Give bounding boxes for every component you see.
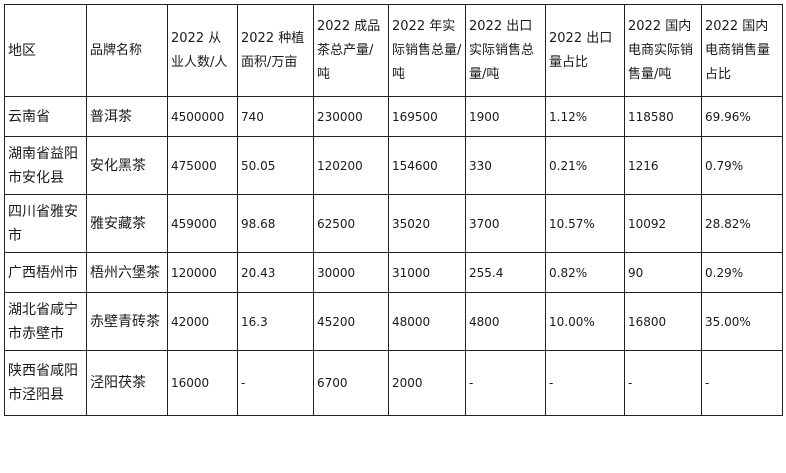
header-cell-brand: 品牌名称 (86, 4, 168, 97)
table-row: 湖南省益阳市安化县 安化黑茶 475000 50.05 120200 154600 330 0… (4, 136, 783, 195)
cell-domestic-ecommerce-sales: - (624, 350, 702, 416)
cell-region: 四川省雅安市 (4, 194, 87, 253)
cell-finished-tea-output: 120200 (313, 136, 389, 195)
header-cell-planting-area: 2022 种植面积/万亩 (237, 4, 314, 97)
cell-brand: 雅安藏茶 (86, 194, 168, 253)
tea-brand-statistics-table: 地区 品牌名称 2022 从业人数/人 2022 种植面积/万亩 2022 成品茶总产量… (4, 4, 783, 416)
table-container: 地区 品牌名称 2022 从业人数/人 2022 种植面积/万亩 2022 成品茶总产量… (4, 4, 783, 416)
cell-export-share: 10.57% (545, 194, 625, 253)
cell-domestic-ecommerce-share: 0.29% (701, 252, 783, 293)
cell-domestic-ecommerce-sales: 16800 (624, 292, 702, 351)
header-cell-export-share: 2022 出口量占比 (545, 4, 625, 97)
cell-domestic-ecommerce-sales: 10092 (624, 194, 702, 253)
cell-employees: 475000 (167, 136, 238, 195)
cell-domestic-ecommerce-sales: 90 (624, 252, 702, 293)
cell-domestic-ecommerce-sales: 1216 (624, 136, 702, 195)
header-cell-finished-tea-output: 2022 成品茶总产量/吨 (313, 4, 389, 97)
cell-export-sales: 4800 (465, 292, 546, 351)
table-body: 地区 品牌名称 2022 从业人数/人 2022 种植面积/万亩 2022 成品茶总产量… (4, 4, 783, 416)
table-row: 广西梧州市 梧州六堡茶 120000 20.43 30000 31000 255.4 0.82… (4, 252, 783, 293)
cell-export-sales: 255.4 (465, 252, 546, 293)
cell-export-share: - (545, 350, 625, 416)
cell-planting-area: 98.68 (237, 194, 314, 253)
cell-employees: 4500000 (167, 96, 238, 137)
cell-region: 湖北省咸宁市赤壁市 (4, 292, 87, 351)
table-row: 云南省 普洱茶 4500000 740 230000 169500 1900 1.12% 118… (4, 96, 783, 137)
cell-export-share: 1.12% (545, 96, 625, 137)
cell-domestic-ecommerce-share: 0.79% (701, 136, 783, 195)
cell-actual-sales: 169500 (388, 96, 466, 137)
cell-employees: 42000 (167, 292, 238, 351)
cell-brand: 安化黑茶 (86, 136, 168, 195)
cell-planting-area: 740 (237, 96, 314, 137)
cell-planting-area: 50.05 (237, 136, 314, 195)
header-cell-employees: 2022 从业人数/人 (167, 4, 238, 97)
cell-actual-sales: 35020 (388, 194, 466, 253)
cell-finished-tea-output: 45200 (313, 292, 389, 351)
cell-domestic-ecommerce-sales: 118580 (624, 96, 702, 137)
cell-export-sales: - (465, 350, 546, 416)
cell-domestic-ecommerce-share: 28.82% (701, 194, 783, 253)
cell-finished-tea-output: 30000 (313, 252, 389, 293)
cell-brand: 普洱茶 (86, 96, 168, 137)
header-cell-region: 地区 (4, 4, 87, 97)
cell-export-sales: 3700 (465, 194, 546, 253)
cell-brand: 梧州六堡茶 (86, 252, 168, 293)
cell-brand: 赤壁青砖茶 (86, 292, 168, 351)
table-row: 湖北省咸宁市赤壁市 赤壁青砖茶 42000 16.3 45200 48000 4800 10.… (4, 292, 783, 351)
cell-planting-area: - (237, 350, 314, 416)
header-cell-domestic-ecommerce-share: 2022 国内电商销售量占比 (701, 4, 783, 97)
cell-export-sales: 330 (465, 136, 546, 195)
cell-export-share: 0.21% (545, 136, 625, 195)
cell-region: 广西梧州市 (4, 252, 87, 293)
cell-domestic-ecommerce-share: - (701, 350, 783, 416)
cell-brand: 泾阳茯茶 (86, 350, 168, 416)
cell-region: 湖南省益阳市安化县 (4, 136, 87, 195)
cell-actual-sales: 31000 (388, 252, 466, 293)
cell-actual-sales: 48000 (388, 292, 466, 351)
cell-actual-sales: 2000 (388, 350, 466, 416)
cell-finished-tea-output: 62500 (313, 194, 389, 253)
cell-export-share: 0.82% (545, 252, 625, 293)
cell-planting-area: 20.43 (237, 252, 314, 293)
cell-domestic-ecommerce-share: 69.96% (701, 96, 783, 137)
table-row: 陕西省咸阳市泾阳县 泾阳茯茶 16000-6700 2000- - - - (4, 350, 783, 416)
cell-planting-area: 16.3 (237, 292, 314, 351)
cell-region: 云南省 (4, 96, 87, 137)
cell-finished-tea-output: 230000 (313, 96, 389, 137)
cell-employees: 120000 (167, 252, 238, 293)
table-row: 四川省雅安市 雅安藏茶 459000 98.68 62500 35020 3700 10.57… (4, 194, 783, 253)
cell-export-sales: 1900 (465, 96, 546, 137)
cell-employees: 16000 (167, 350, 238, 416)
cell-actual-sales: 154600 (388, 136, 466, 195)
cell-employees: 459000 (167, 194, 238, 253)
header-cell-export-sales: 2022 出口实际销售总量/吨 (465, 4, 546, 97)
cell-domestic-ecommerce-share: 35.00% (701, 292, 783, 351)
cell-region: 陕西省咸阳市泾阳县 (4, 350, 87, 416)
header-cell-actual-sales: 2022 年实际销售总量/吨 (388, 4, 466, 97)
header-cell-domestic-ecommerce-sales: 2022 国内电商实际销售量/吨 (624, 4, 702, 97)
cell-export-share: 10.00% (545, 292, 625, 351)
header-row: 地区 品牌名称 2022 从业人数/人 2022 种植面积/万亩 2022 成品茶总产量… (4, 4, 783, 97)
cell-finished-tea-output: 6700 (313, 350, 389, 416)
